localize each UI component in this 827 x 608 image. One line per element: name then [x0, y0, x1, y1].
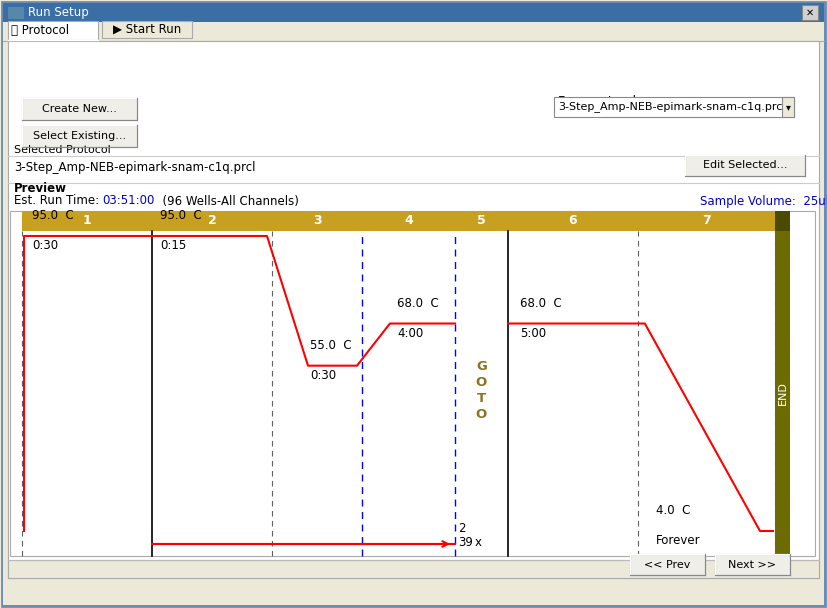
Text: Run Setup: Run Setup	[28, 6, 88, 19]
Text: 68.0  C: 68.0 C	[397, 297, 439, 309]
Text: 3-Step_Amp-NEB-epimark-snam-c1q.prcl: 3-Step_Amp-NEB-epimark-snam-c1q.prcl	[558, 102, 786, 112]
Bar	[362, 211, 455, 231]
Text: 0:15: 0:15	[160, 239, 186, 252]
Text: O: O	[476, 408, 487, 421]
Text: 2: 2	[208, 215, 217, 227]
Text: 7: 7	[702, 215, 711, 227]
Bar	[775, 211, 790, 556]
Bar	[22, 125, 137, 147]
Bar	[508, 211, 638, 231]
Bar	[8, 7, 24, 19]
Text: x: x	[475, 536, 482, 550]
Text: ⬜ Protocol: ⬜ Protocol	[11, 24, 69, 38]
Text: 3: 3	[313, 215, 322, 227]
Text: END: END	[777, 382, 787, 406]
Text: 2: 2	[458, 522, 466, 536]
Text: 6: 6	[569, 215, 577, 227]
Bar	[10, 211, 815, 556]
Bar	[272, 211, 362, 231]
Text: 4:00: 4:00	[397, 326, 423, 339]
Text: Selected Protocol: Selected Protocol	[14, 145, 111, 155]
Bar	[22, 211, 152, 231]
Text: Preview: Preview	[14, 182, 67, 196]
Bar	[630, 554, 705, 575]
Text: 68.0  C: 68.0 C	[520, 297, 562, 309]
Bar	[8, 21, 98, 40]
Bar	[638, 211, 775, 231]
Text: 3-Step_Amp-NEB-epimark-snam-c1q.prcl: 3-Step_Amp-NEB-epimark-snam-c1q.prcl	[14, 162, 256, 174]
Text: O: O	[476, 376, 487, 389]
Text: 5: 5	[477, 215, 486, 227]
Bar	[455, 211, 508, 231]
Text: Edit Selected...: Edit Selected...	[703, 161, 787, 170]
Text: 1: 1	[83, 215, 91, 227]
Bar	[802, 5, 818, 20]
Text: 0:30: 0:30	[310, 368, 336, 382]
Text: Select Existing...: Select Existing...	[33, 131, 126, 141]
Bar	[3, 3, 824, 22]
Text: 39: 39	[458, 536, 473, 550]
Text: << Prev: << Prev	[644, 559, 691, 570]
Text: 4: 4	[404, 215, 413, 227]
Text: Sample Volume:  25ul: Sample Volume: 25ul	[700, 195, 827, 207]
Bar	[775, 211, 790, 231]
Text: Express Load: Express Load	[558, 94, 636, 108]
Text: T: T	[477, 392, 486, 405]
Bar	[152, 211, 272, 231]
Text: 03:51:00: 03:51:00	[102, 195, 155, 207]
Bar	[715, 554, 790, 575]
Text: ✕: ✕	[806, 7, 814, 18]
Text: Est. Run Time:: Est. Run Time:	[14, 195, 99, 207]
Text: Forever: Forever	[656, 534, 700, 547]
Text: 95.0  C: 95.0 C	[160, 209, 202, 222]
Text: ▾: ▾	[786, 102, 791, 112]
Text: 5:00: 5:00	[520, 326, 546, 339]
Bar	[102, 21, 192, 38]
Bar	[22, 98, 137, 120]
Text: G: G	[476, 360, 487, 373]
Bar	[8, 41, 819, 578]
Bar	[3, 20, 824, 41]
Text: Create New...: Create New...	[42, 104, 117, 114]
Text: (96 Wells-All Channels): (96 Wells-All Channels)	[155, 195, 299, 207]
Bar	[685, 155, 805, 176]
Text: 55.0  C: 55.0 C	[310, 339, 351, 351]
Text: 95.0  C: 95.0 C	[32, 209, 74, 222]
Text: 4.0  C: 4.0 C	[656, 504, 691, 517]
Text: Next >>: Next >>	[729, 559, 777, 570]
Text: ▶ Start Run: ▶ Start Run	[112, 23, 181, 36]
Bar	[782, 97, 794, 117]
Bar	[8, 560, 819, 578]
Text: 0:30: 0:30	[32, 239, 58, 252]
Bar	[554, 97, 794, 117]
